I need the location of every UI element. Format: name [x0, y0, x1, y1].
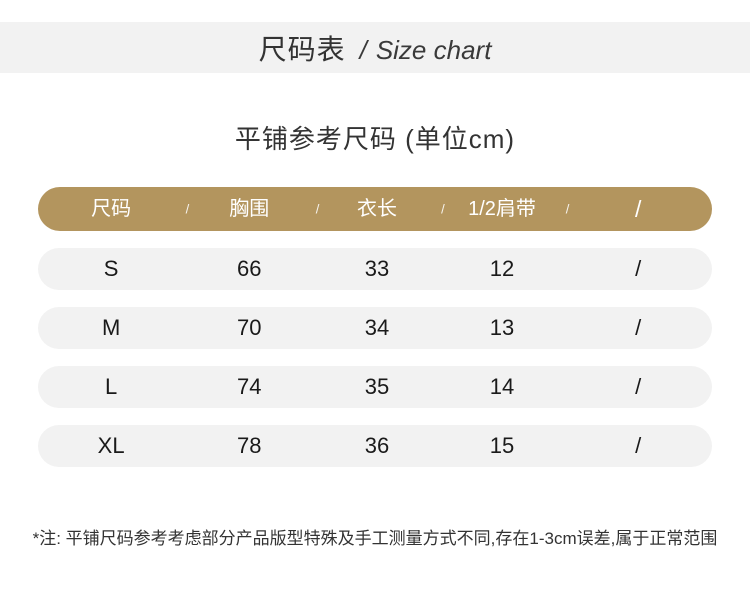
cell-bust: 66 — [237, 256, 262, 281]
table-row-xl: XL 78 36 15 / — [38, 425, 712, 467]
title-divider: / — [359, 34, 368, 65]
cell-length: 35 — [364, 374, 390, 399]
cell-bust: 78 — [237, 433, 262, 458]
cell-strap: 14 — [489, 374, 515, 399]
header-cell-strap: 1/2肩带 / — [440, 187, 569, 231]
cell-empty: / — [635, 315, 642, 340]
header-label-strap: 1/2肩带 — [468, 198, 536, 220]
header-cell-size: 尺码 / — [38, 187, 189, 231]
measurement-footnote: *注: 平铺尺码参考考虑部分产品版型特殊及手工测量方式不同,存在1-3cm误差,… — [32, 529, 718, 548]
table-subtitle: 平铺参考尺码 (单位cm) — [234, 124, 516, 154]
cell-size: XL — [97, 433, 125, 458]
cell-size: M — [101, 315, 121, 340]
header-cell-bust: 胸围 / — [184, 187, 319, 231]
cell-length: 34 — [364, 315, 390, 340]
page-title-en: Size chart — [375, 34, 492, 65]
header-label-size: 尺码 — [91, 198, 132, 220]
cell-bust: 74 — [237, 374, 262, 399]
cell-length: 33 — [364, 256, 390, 281]
header-cell-empty: / — [564, 187, 712, 231]
cell-size: L — [105, 374, 118, 399]
table-row-s: S 66 33 12 / — [38, 248, 712, 290]
cell-empty: / — [635, 433, 642, 458]
cell-bust: 70 — [237, 315, 262, 340]
header-cell-length: 衣长 / — [314, 187, 445, 231]
page-title: 尺码表 / Size chart — [259, 28, 492, 68]
header-separator-slash: / — [315, 201, 320, 217]
table-row-m: M 70 34 13 / — [38, 307, 712, 349]
cell-size: S — [103, 256, 119, 281]
size-table-header-row: 尺码 / 胸围 / 衣长 / 1/2肩带 / / — [38, 187, 712, 231]
header-label-empty: / — [634, 196, 642, 222]
cell-empty: / — [635, 256, 642, 281]
header-label-length: 衣长 — [357, 198, 397, 220]
cell-strap: 12 — [489, 256, 515, 281]
header-separator-slash: / — [565, 201, 570, 217]
header-separator-slash: / — [441, 201, 445, 217]
table-row-l: L 74 35 14 / — [38, 366, 712, 408]
page-title-zh: 尺码表 — [258, 33, 346, 65]
size-table: 尺码 / 胸围 / 衣长 / 1/2肩带 / / S 66 33 12 — [38, 187, 712, 467]
header-label-bust: 胸围 — [229, 198, 270, 220]
cell-length: 36 — [364, 433, 390, 458]
cell-strap: 13 — [489, 315, 515, 340]
cell-empty: / — [635, 374, 642, 399]
header-separator-slash: / — [185, 201, 190, 217]
cell-strap: 15 — [489, 433, 515, 458]
title-band: 尺码表 / Size chart — [0, 22, 750, 73]
